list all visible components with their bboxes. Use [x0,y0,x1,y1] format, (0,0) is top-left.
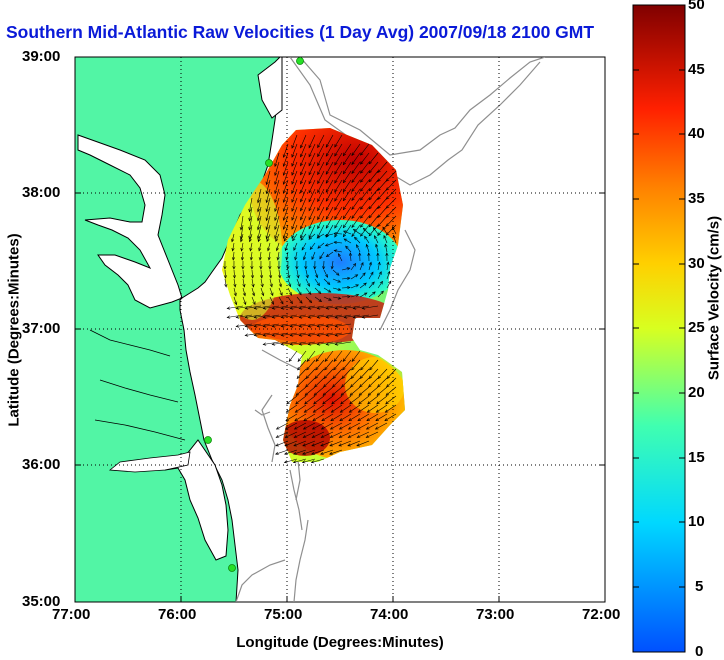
colorbar-tick-label: 0 [695,643,703,660]
x-axis-label: Longitude (Degrees:Minutes) [236,634,444,651]
x-tick-label: 73:00 [476,606,514,623]
y-axis-label: Latitude (Degrees:Minutes) [6,233,23,426]
station-marker [205,437,212,444]
colorbar-tick-label: 25 [688,319,705,336]
x-tick-label: 75:00 [264,606,302,623]
colorbar-tick-label: 30 [688,255,705,272]
y-tick-label: 37:00 [22,320,60,337]
x-tick-label: 72:00 [582,606,620,623]
x-tick-label: 76:00 [158,606,196,623]
colorbar-tick-label: 10 [688,513,705,530]
colorbar-tick-label: 40 [688,125,705,142]
x-tick-label: 77:00 [52,606,90,623]
colorbar [633,5,685,652]
station-marker [297,58,304,65]
y-tick-label: 36:00 [22,456,60,473]
colorbar-tick-label: 35 [688,190,705,207]
colorbar-tick-label: 50 [688,0,705,13]
x-tick-label: 74:00 [370,606,408,623]
colorbar-label: Surface Velocity (cm/s) [706,216,723,380]
colorbar-tick-label: 15 [688,449,705,466]
y-tick-label: 39:00 [22,48,60,65]
colorbar-tick-label: 45 [688,61,705,78]
colorbar-tick-label: 5 [695,578,703,595]
colorbar-tick-label: 20 [688,384,705,401]
station-marker [229,565,236,572]
station-marker [266,160,273,167]
y-tick-label: 38:00 [22,184,60,201]
